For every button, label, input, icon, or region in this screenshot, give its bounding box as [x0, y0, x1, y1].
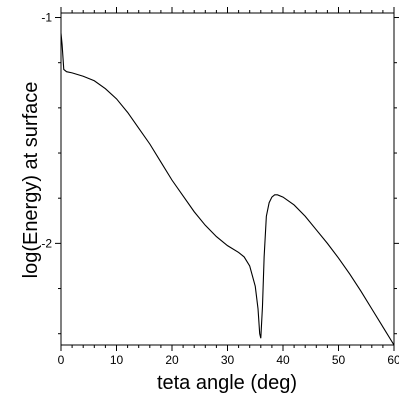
x-tick-label: 0 — [58, 353, 65, 367]
x-axis-title: teta angle (deg) — [157, 372, 297, 394]
x-tick-label: 50 — [332, 353, 346, 367]
x-tick-label: 40 — [276, 353, 290, 367]
tick-labels: 0 10 20 30 40 50 60 -1 -2 — [41, 11, 399, 367]
x-tick-label: 30 — [221, 353, 235, 367]
series-line — [60, 33, 395, 346]
y-tick-label: -2 — [41, 236, 52, 250]
x-tick-label: 10 — [110, 353, 124, 367]
plot-frame — [60, 12, 395, 346]
y-axis-title: log(Energy) at surface — [20, 82, 42, 279]
tick-marks — [55, 7, 399, 351]
x-tick-label: 20 — [165, 353, 179, 367]
x-tick-label: 60 — [387, 353, 399, 367]
y-tick-label: -1 — [41, 11, 52, 25]
